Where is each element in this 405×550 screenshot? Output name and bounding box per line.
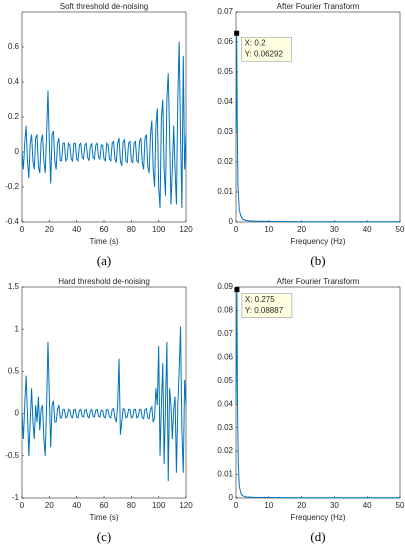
x-tick-label: 40: [72, 225, 81, 234]
x-tick-label: 20: [297, 225, 306, 234]
x-axis-label: Time (s): [89, 513, 118, 522]
y-tick-label: 0.01: [217, 470, 233, 479]
plot-area: [235, 286, 401, 499]
x-tick-label: 0: [234, 225, 239, 234]
y-tick-label: -0.4: [5, 217, 19, 226]
y-tick-label: 0.07: [217, 329, 233, 338]
y-tick-label: -1: [12, 493, 20, 502]
x-tick-label: 10: [264, 225, 273, 234]
y-tick-label: -0.5: [5, 451, 19, 460]
y-tick-label: 0.02: [217, 157, 233, 166]
x-tick-label: 40: [72, 501, 81, 510]
y-tick-label: 0.2: [8, 112, 20, 121]
x-tick-label: 20: [45, 501, 54, 510]
y-tick-label: 1: [15, 324, 20, 333]
x-tick-label: 50: [396, 501, 405, 510]
y-tick-label: -0.2: [5, 182, 19, 191]
x-tick-label: 0: [234, 501, 239, 510]
x-axis-label: Frequency (Hz): [290, 513, 345, 522]
y-tick-label: 0.4: [8, 77, 20, 86]
x-tick-label: 0: [20, 501, 25, 510]
x-tick-label: 30: [330, 501, 339, 510]
x-tick-label: 120: [179, 501, 193, 510]
datatip-marker: [234, 30, 240, 36]
data-line: [235, 33, 400, 223]
x-tick-label: 10: [264, 501, 273, 510]
data-line: [21, 326, 187, 482]
y-tick-label: 0: [15, 409, 20, 418]
chart-title: After Fourier Transform: [277, 2, 360, 11]
y-tick-label: 0.09: [217, 282, 233, 291]
x-axis-label: Time (s): [89, 237, 118, 246]
y-tick-label: 0.04: [217, 97, 233, 106]
datatip-box: [241, 293, 293, 318]
chart-title: After Fourier Transform: [277, 277, 360, 286]
y-tick-label: 0.07: [217, 7, 233, 16]
x-tick-label: 100: [152, 501, 166, 510]
y-tick-label: 0: [229, 217, 234, 226]
x-tick-label: 80: [127, 225, 136, 234]
y-tick-label: 0.03: [217, 127, 233, 136]
data-line: [21, 41, 187, 209]
y-tick-label: 0.05: [217, 67, 233, 76]
x-tick-label: 50: [396, 225, 405, 234]
datatip-marker: [234, 287, 240, 293]
caption: (c): [97, 529, 111, 544]
y-tick-label: 0: [15, 147, 20, 156]
x-tick-label: 100: [152, 225, 166, 234]
y-tick-label: 0.08: [217, 306, 233, 315]
y-tick-label: 0.06: [217, 37, 233, 46]
x-tick-label: 40: [363, 225, 372, 234]
y-tick-label: 0.04: [217, 399, 233, 408]
x-tick-label: 20: [45, 225, 54, 234]
x-axis-label: Frequency (Hz): [290, 237, 345, 246]
y-tick-label: 0.6: [8, 42, 20, 51]
chart-title: Soft threshold de-noising: [60, 2, 149, 11]
x-tick-label: 0: [20, 225, 25, 234]
caption: (a): [97, 253, 111, 268]
y-tick-label: 0.01: [217, 187, 233, 196]
x-tick-label: 20: [297, 501, 306, 510]
x-tick-label: 60: [100, 225, 109, 234]
datatip-box: [241, 36, 292, 62]
x-tick-label: 40: [363, 501, 372, 510]
datatip-label: X: 0.275: [245, 295, 275, 304]
x-tick-label: 60: [100, 501, 109, 510]
y-tick-label: 0.03: [217, 423, 233, 432]
caption: (b): [310, 253, 325, 268]
x-tick-label: 120: [179, 225, 193, 234]
y-tick-label: 1.5: [8, 282, 20, 291]
y-tick-label: 0.05: [217, 376, 233, 385]
y-tick-label: 0.06: [217, 352, 233, 361]
y-tick-label: 0: [229, 493, 234, 502]
chart-title: Hard threshold de-noising: [58, 277, 150, 286]
datatip-label: Y: 0.06292: [245, 49, 284, 58]
datatip-label: X: 0.2: [245, 38, 266, 47]
data-line: [235, 289, 400, 499]
datatip-label: Y: 0.08887: [245, 306, 284, 315]
x-tick-label: 30: [330, 225, 339, 234]
caption: (d): [310, 529, 325, 544]
y-tick-label: 0.5: [8, 367, 20, 376]
x-tick-label: 80: [127, 501, 136, 510]
y-tick-label: 0.02: [217, 446, 233, 455]
